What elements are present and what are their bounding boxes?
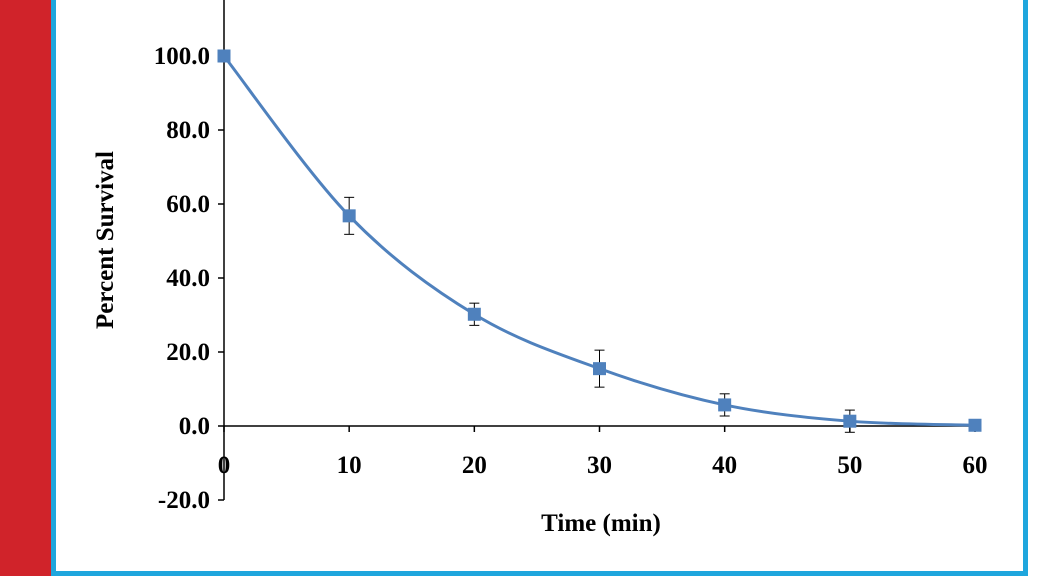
- x-tick-label: 10: [337, 452, 362, 479]
- x-tick-label: 30: [587, 452, 612, 479]
- x-tick-label: 0: [218, 452, 231, 479]
- data-point: [467, 307, 481, 321]
- axes: [218, 0, 976, 501]
- x-axis-title: Time (min): [541, 510, 661, 537]
- x-tick-label: 20: [462, 452, 487, 479]
- y-tick-label: 60.0: [166, 191, 210, 218]
- y-tick-label: 80.0: [166, 117, 210, 144]
- data-point: [843, 414, 857, 428]
- x-tick-label: 50: [837, 452, 862, 479]
- series-percent-survival: [217, 49, 982, 433]
- x-tick-label: 40: [712, 452, 737, 479]
- y-tick-label: 20.0: [166, 339, 210, 366]
- chart-frame: [51, 0, 1028, 576]
- data-point: [968, 418, 982, 432]
- red-accent-bar: [0, 0, 51, 576]
- x-tick-label: 60: [963, 452, 988, 479]
- data-point: [593, 362, 606, 376]
- data-point: [217, 49, 231, 63]
- y-tick-label: 40.0: [166, 265, 210, 292]
- y-axis-title: Percent Survival: [92, 151, 119, 329]
- tick-labels: -20.0 0.0 20.0 40.0 60.0 80.0 100.0 0 10 20 30 40 50…: [154, 43, 988, 514]
- y-tick-label: 0.0: [179, 413, 210, 440]
- y-tick-label: -20.0: [158, 487, 210, 514]
- y-tick-label: 100.0: [154, 43, 210, 70]
- data-point: [342, 209, 356, 223]
- data-point: [718, 398, 732, 412]
